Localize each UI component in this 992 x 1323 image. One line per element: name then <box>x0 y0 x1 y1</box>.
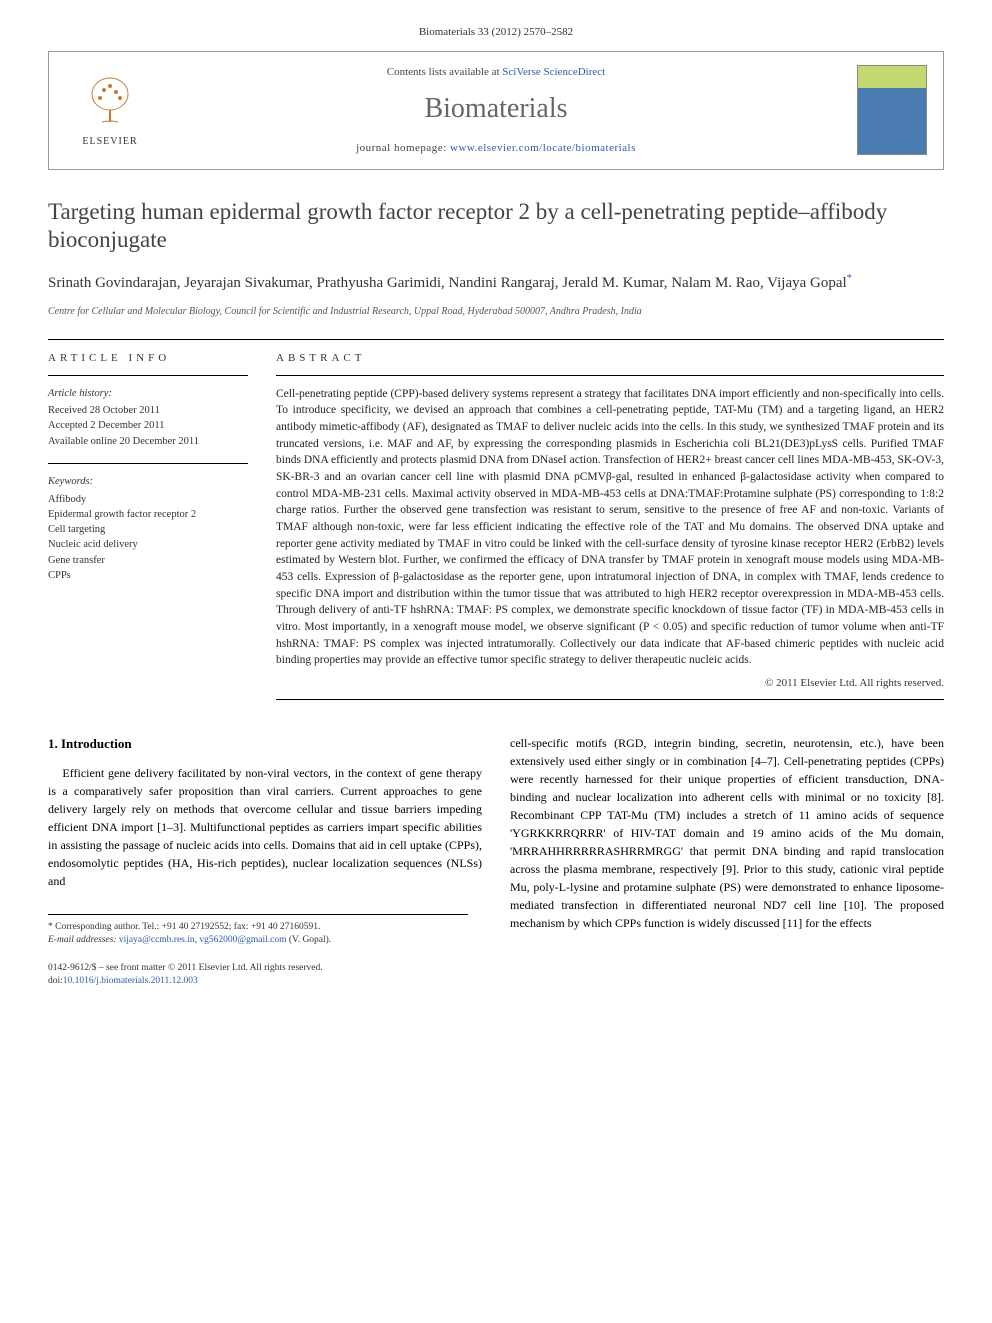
divider-abstract-bottom <box>276 699 944 700</box>
history-heading: Article history: <box>48 386 248 402</box>
body-column-left: 1. Introduction Efficient gene delivery … <box>48 734 482 988</box>
history-line-accepted: Accepted 2 December 2011 <box>48 418 248 433</box>
email-tail: (V. Gopal). <box>287 935 332 945</box>
doi-label: doi: <box>48 976 63 986</box>
email-link-1[interactable]: vijaya@ccmb.res.in <box>119 935 195 945</box>
publisher-logo: ELSEVIER <box>65 72 155 149</box>
intro-paragraph-1: Efficient gene delivery facilitated by n… <box>48 764 482 890</box>
email-link-2[interactable]: vg562000@gmail.com <box>199 935 286 945</box>
keywords-block: Keywords: Affibody Epidermal growth fact… <box>48 474 248 583</box>
body-column-right: cell-specific motifs (RGD, integrin bind… <box>510 734 944 988</box>
intro-paragraph-2: cell-specific motifs (RGD, integrin bind… <box>510 734 944 932</box>
masthead-center: Contents lists available at SciVerse Sci… <box>167 64 825 157</box>
article-title: Targeting human epidermal growth factor … <box>48 198 944 256</box>
info-abstract-row: ARTICLE INFO Article history: Received 2… <box>48 350 944 710</box>
keyword-4: Nucleic acid delivery <box>48 537 248 552</box>
history-line-received: Received 28 October 2011 <box>48 403 248 418</box>
masthead: ELSEVIER Contents lists available at Sci… <box>48 51 944 170</box>
keywords-heading: Keywords: <box>48 474 248 490</box>
divider-keywords <box>48 463 248 464</box>
keyword-3: Cell targeting <box>48 522 248 537</box>
keyword-2: Epidermal growth factor receptor 2 <box>48 507 248 522</box>
abstract-copyright: © 2011 Elsevier Ltd. All rights reserved… <box>276 675 944 692</box>
abstract-label: ABSTRACT <box>276 350 944 367</box>
keyword-5: Gene transfer <box>48 553 248 568</box>
authors-list: Srinath Govindarajan, Jeyarajan Sivakuma… <box>48 271 944 294</box>
journal-cover-thumbnail <box>857 65 927 155</box>
divider-top <box>48 339 944 340</box>
journal-reference: Biomaterials 33 (2012) 2570–2582 <box>48 24 944 41</box>
body-columns: 1. Introduction Efficient gene delivery … <box>48 734 944 988</box>
keyword-1: Affibody <box>48 492 248 507</box>
email-label: E-mail addresses: <box>48 935 119 945</box>
affiliation: Centre for Cellular and Molecular Biolog… <box>48 304 944 319</box>
divider-info <box>48 375 248 376</box>
doi-line: doi:10.1016/j.biomaterials.2011.12.003 <box>48 975 482 988</box>
authors-text: Srinath Govindarajan, Jeyarajan Sivakuma… <box>48 275 847 291</box>
history-line-online: Available online 20 December 2011 <box>48 434 248 449</box>
corresponding-author-note: * Corresponding author. Tel.: +91 40 271… <box>48 921 468 934</box>
homepage-prefix: journal homepage: <box>356 142 450 154</box>
contents-line: Contents lists available at SciVerse Sci… <box>167 64 825 81</box>
elsevier-tree-icon <box>80 72 140 132</box>
footnotes: * Corresponding author. Tel.: +91 40 271… <box>48 914 468 948</box>
corresponding-marker: * <box>847 272 853 284</box>
keyword-6: CPPs <box>48 568 248 583</box>
journal-name: Biomaterials <box>167 88 825 130</box>
divider-abstract <box>276 375 944 376</box>
contents-prefix: Contents lists available at <box>387 66 502 78</box>
abstract-column: ABSTRACT Cell-penetrating peptide (CPP)-… <box>276 350 944 710</box>
abstract-text: Cell-penetrating peptide (CPP)-based del… <box>276 386 944 669</box>
article-info-label: ARTICLE INFO <box>48 350 248 367</box>
front-matter-line: 0142-9612/$ – see front matter © 2011 El… <box>48 962 482 975</box>
section-heading-intro: 1. Introduction <box>48 734 482 754</box>
homepage-link[interactable]: www.elsevier.com/locate/biomaterials <box>450 142 636 154</box>
sciencedirect-link[interactable]: SciVerse ScienceDirect <box>502 66 605 78</box>
publisher-name: ELSEVIER <box>82 134 137 149</box>
email-line: E-mail addresses: vijaya@ccmb.res.in, vg… <box>48 934 468 947</box>
footer-block: 0142-9612/$ – see front matter © 2011 El… <box>48 962 482 989</box>
article-info-column: ARTICLE INFO Article history: Received 2… <box>48 350 248 710</box>
homepage-line: journal homepage: www.elsevier.com/locat… <box>167 140 825 157</box>
history-block: Article history: Received 28 October 201… <box>48 386 248 449</box>
doi-link[interactable]: 10.1016/j.biomaterials.2011.12.003 <box>63 976 198 986</box>
